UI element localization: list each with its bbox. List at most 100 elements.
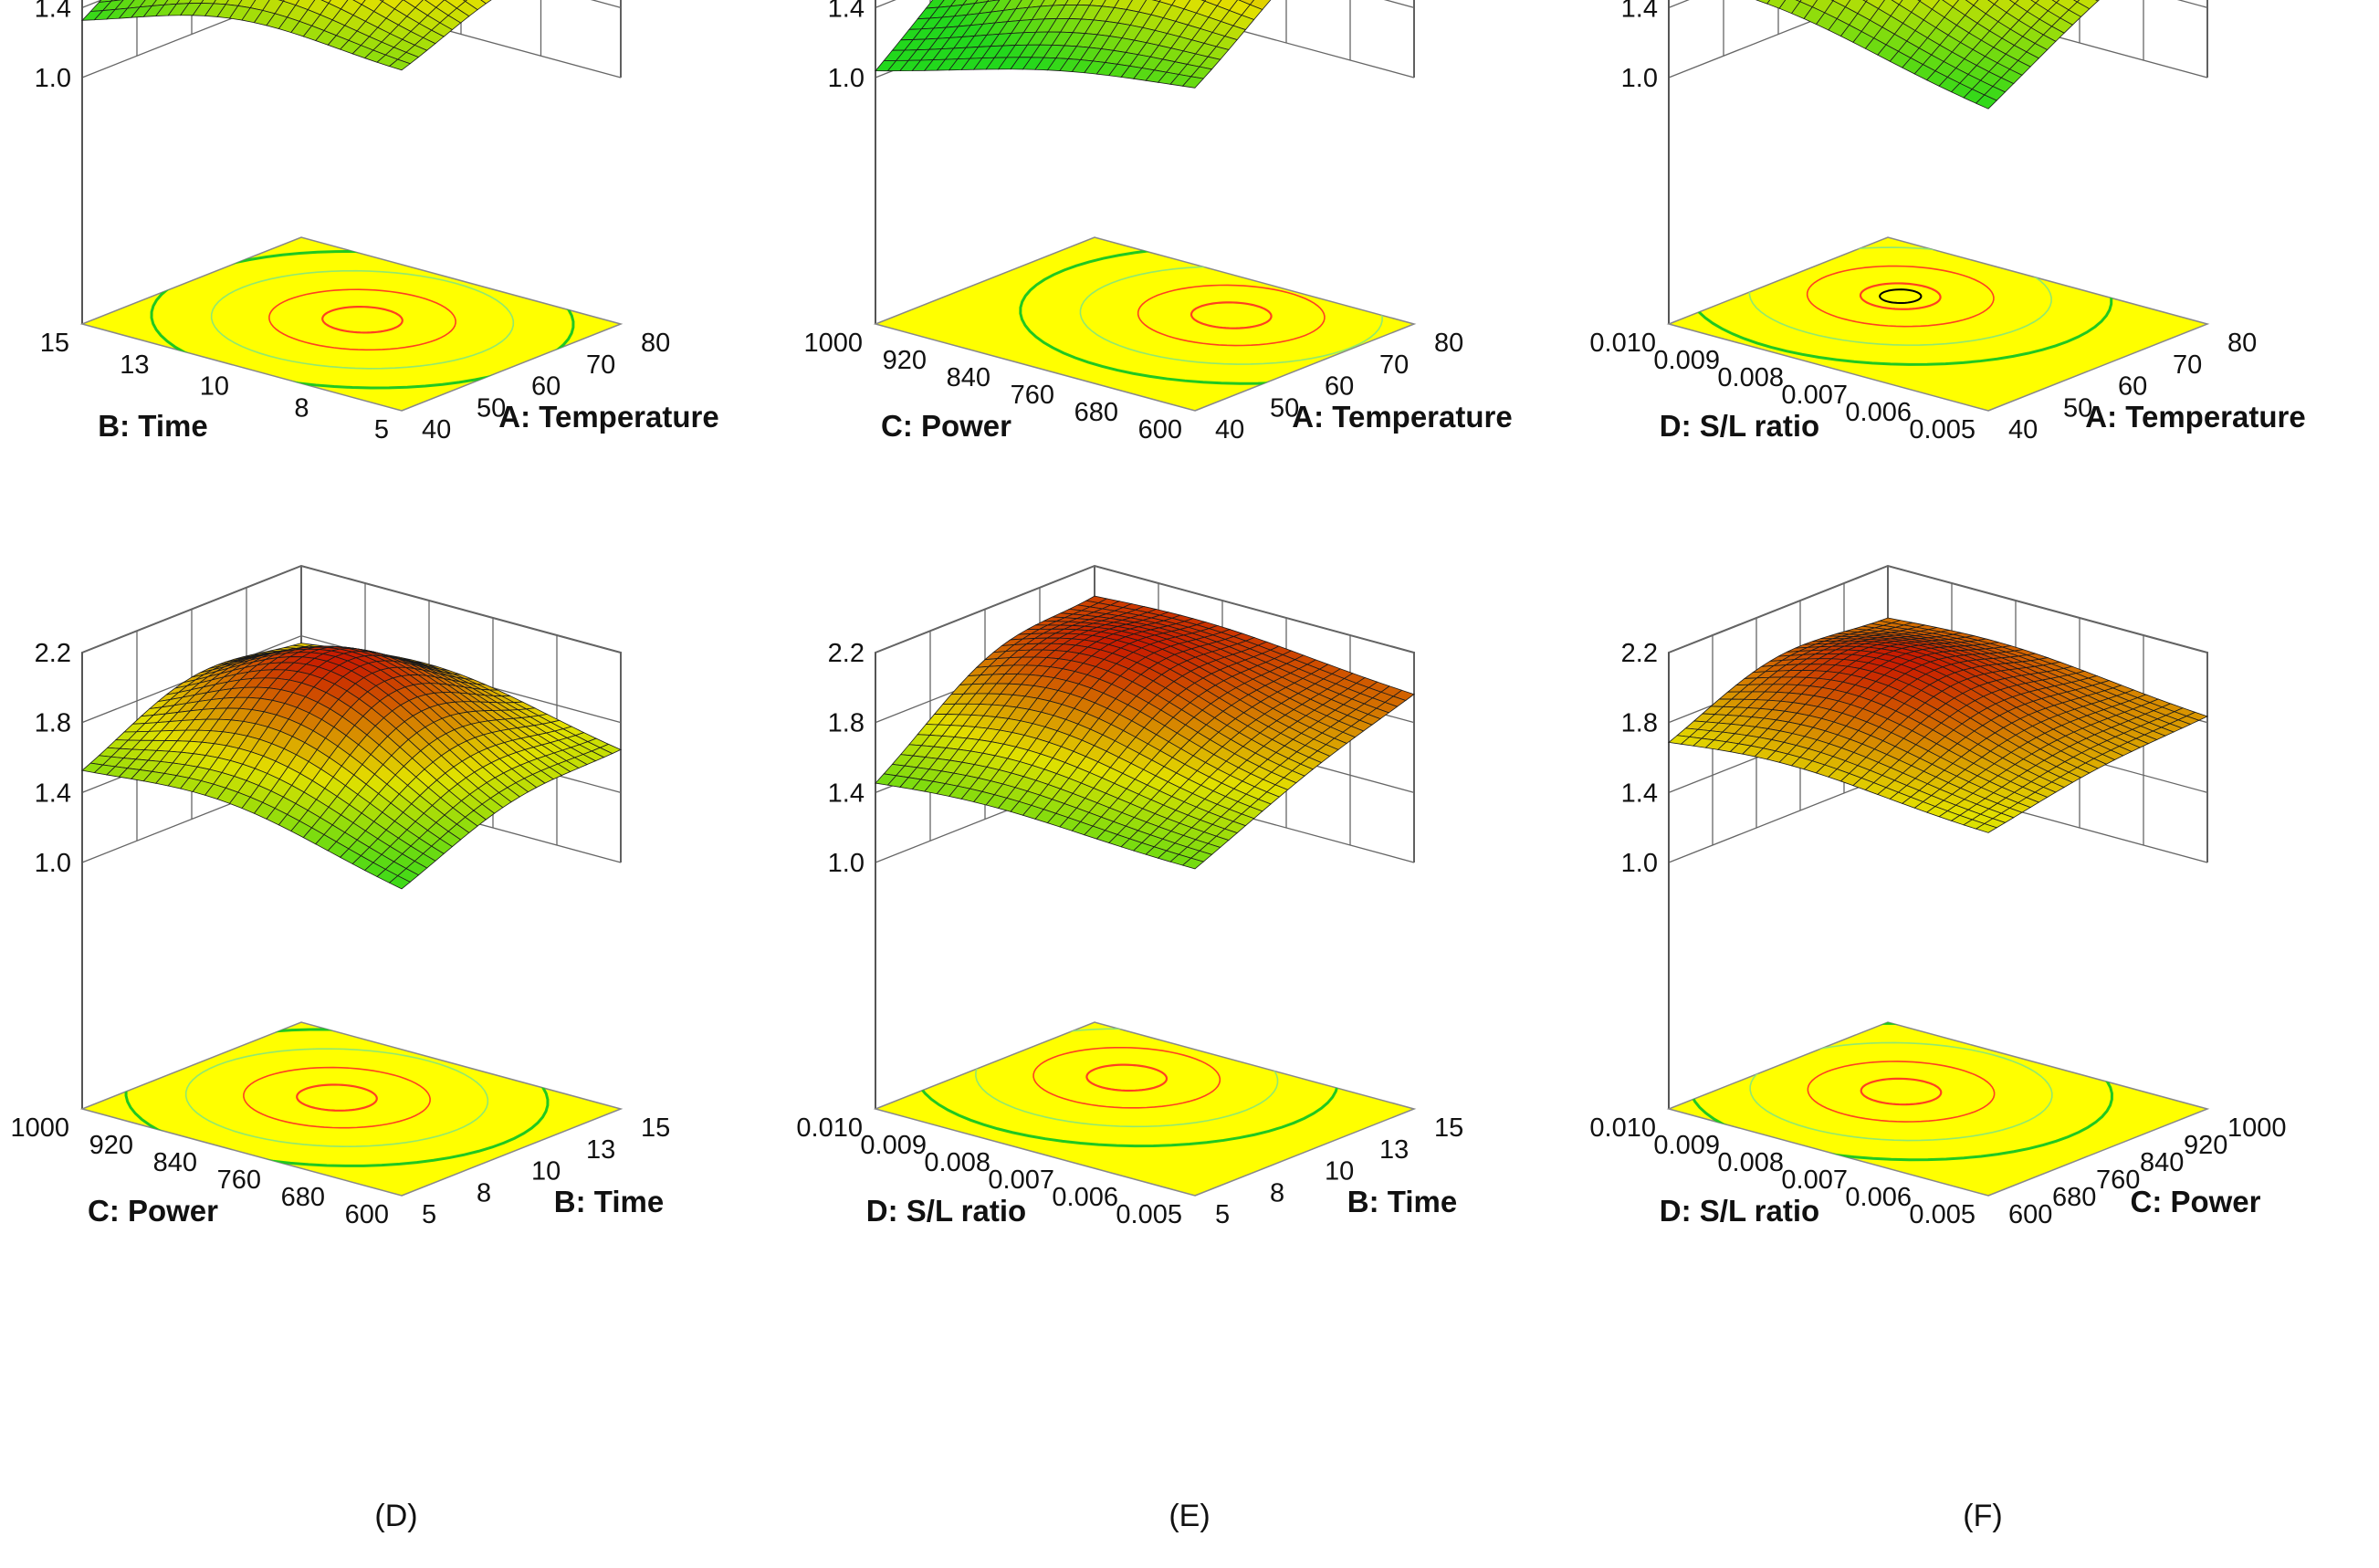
x-tick-label: 40 <box>422 415 451 444</box>
y-tick-label: 760 <box>1011 381 1054 410</box>
x-tick-label: 8 <box>477 1178 491 1207</box>
x-tick-label: 680 <box>2052 1183 2096 1212</box>
x-tick-label: 70 <box>586 350 615 380</box>
y-tick-label: 0.006 <box>1845 1183 1912 1212</box>
x-axis-title: C: Power <box>2130 1185 2260 1218</box>
y-tick-label: 0.007 <box>1781 1166 1848 1195</box>
y-tick-label: 920 <box>883 346 927 375</box>
surface-plot: 1.01.41.82.2581013156006807608409201000B… <box>0 785 792 1533</box>
surface-plot: 1.01.41.82.2581013150.0050.0060.0070.008… <box>793 785 1586 1533</box>
y-tick-label: 680 <box>1074 398 1118 427</box>
y-axis-title: D: S/L ratio <box>1660 409 1819 443</box>
y-tick-label: 600 <box>1138 415 1182 444</box>
response-surface <box>1669 0 2207 109</box>
y-tick-label: 0.008 <box>1717 1148 1784 1177</box>
x-tick-label: 15 <box>641 1113 670 1143</box>
y-tick-label: 15 <box>40 329 69 358</box>
y-tick-label: 10 <box>200 372 229 402</box>
y-tick-label: 0.005 <box>1909 415 1976 444</box>
x-tick-label: 13 <box>586 1135 615 1165</box>
x-axis-title: B: Time <box>554 1185 664 1218</box>
x-tick-label: 40 <box>2008 415 2038 444</box>
x-axis-title: A: Temperature <box>2085 400 2305 434</box>
y-axis-title: D: S/L ratio <box>1660 1194 1819 1228</box>
x-tick-label: 60 <box>1325 372 1354 402</box>
y-tick-label: 0.008 <box>924 1148 990 1177</box>
y-tick-label: 0.009 <box>1653 346 1720 375</box>
y-tick-label: 0.009 <box>860 1131 927 1160</box>
y-tick-label: 0.010 <box>796 1113 863 1143</box>
z-tick-label: 1.8 <box>1621 709 1658 738</box>
x-tick-label: 60 <box>2118 372 2147 402</box>
x-tick-label: 15 <box>1434 1113 1463 1143</box>
y-tick-label: 840 <box>947 363 990 392</box>
y-tick-label: 0.005 <box>1116 1200 1182 1229</box>
x-axis-title: A: Temperature <box>498 400 718 434</box>
y-tick-label: 680 <box>281 1183 325 1212</box>
panel-caption: (F) <box>1587 1499 2379 1534</box>
y-tick-label: 920 <box>89 1131 133 1160</box>
z-tick-label: 1.4 <box>1621 0 1658 23</box>
y-tick-label: 5 <box>374 415 389 444</box>
z-axis-ticks: 1.01.41.82.2 <box>35 0 71 93</box>
x-tick-label: 840 <box>2140 1148 2184 1177</box>
y-tick-label: 0.007 <box>988 1166 1054 1195</box>
z-tick-label: 1.0 <box>828 849 865 878</box>
z-tick-label: 1.0 <box>1621 64 1658 93</box>
y-tick-label: 1000 <box>803 329 863 358</box>
y-tick-label: 0.006 <box>1845 398 1912 427</box>
x-tick-label: 80 <box>2227 329 2257 358</box>
x-tick-label: 1000 <box>2227 1113 2287 1143</box>
z-tick-label: 1.4 <box>35 0 71 23</box>
x-axis-title: B: Time <box>1347 1185 1457 1218</box>
x-tick-label: 10 <box>531 1157 561 1186</box>
response-surface <box>875 0 1414 88</box>
y-tick-label: 0.010 <box>1589 329 1656 358</box>
panel-caption: (D) <box>0 1499 792 1534</box>
y-tick-label: 0.006 <box>1052 1183 1118 1212</box>
z-tick-label: 1.0 <box>828 64 865 93</box>
panel-caption: (E) <box>793 1499 1586 1534</box>
x-tick-label: 80 <box>1434 329 1463 358</box>
y-tick-label: 8 <box>294 393 309 423</box>
z-tick-label: 1.0 <box>35 849 71 878</box>
x-tick-label: 70 <box>1379 350 1409 380</box>
x-tick-label: 40 <box>1215 415 1244 444</box>
y-tick-label: 0.005 <box>1909 1200 1976 1229</box>
y-tick-label: 0.007 <box>1781 381 1848 410</box>
surface-plot: 1.01.41.82.260068076084092010000.0050.00… <box>1587 785 2379 1533</box>
surface-plot: 1.01.41.82.240506070800.0050.0060.0070.0… <box>1587 0 2379 748</box>
x-tick-label: 70 <box>2173 350 2202 380</box>
y-tick-label: 0.010 <box>1589 1113 1656 1143</box>
z-axis-ticks: 1.01.41.82.2 <box>1621 0 1658 93</box>
y-tick-label: 0.008 <box>1717 363 1784 392</box>
x-tick-label: 920 <box>2184 1131 2227 1160</box>
z-tick-label: 1.8 <box>35 709 71 738</box>
x-tick-label: 5 <box>1215 1200 1230 1229</box>
x-tick-label: 5 <box>422 1200 436 1229</box>
x-tick-label: 10 <box>1325 1157 1354 1186</box>
y-axis-title: C: Power <box>88 1194 218 1228</box>
z-tick-label: 1.4 <box>828 0 865 23</box>
x-tick-label: 8 <box>1270 1178 1284 1207</box>
z-tick-label: 1.4 <box>35 779 71 808</box>
z-tick-label: 2.2 <box>1621 639 1658 668</box>
z-tick-label: 1.0 <box>1621 849 1658 878</box>
x-tick-label: 600 <box>2008 1200 2052 1229</box>
x-tick-label: 80 <box>641 329 670 358</box>
z-tick-label: 1.4 <box>1621 779 1658 808</box>
y-tick-label: 13 <box>120 350 149 380</box>
z-tick-label: 1.4 <box>828 779 865 808</box>
y-tick-label: 840 <box>153 1148 197 1177</box>
x-axis-title: A: Temperature <box>1292 400 1512 434</box>
z-tick-label: 1.0 <box>35 64 71 93</box>
y-tick-label: 0.009 <box>1653 1131 1720 1160</box>
z-tick-label: 2.2 <box>35 639 71 668</box>
x-tick-label: 13 <box>1379 1135 1409 1165</box>
x-tick-label: 60 <box>531 372 561 402</box>
y-tick-label: 760 <box>217 1166 261 1195</box>
